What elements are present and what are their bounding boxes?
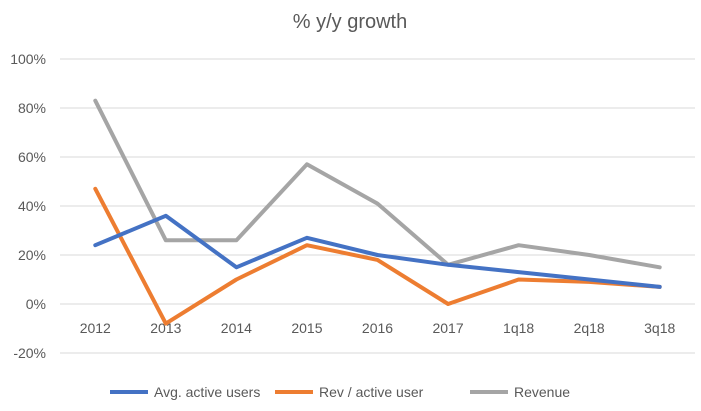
x-tick-label: 2017 [432, 320, 463, 336]
x-tick-label: 2016 [362, 320, 393, 336]
series-line-1 [93, 186, 662, 326]
x-tick-label: 3q18 [644, 320, 675, 336]
legend-label: Rev / active user [319, 384, 424, 400]
legend-item: Rev / active user [275, 384, 424, 400]
y-tick-label: -20% [13, 345, 46, 361]
legend-item: Revenue [470, 384, 570, 400]
series-lines [93, 98, 662, 326]
x-tick-label: 2013 [150, 320, 181, 336]
y-tick-label: 80% [18, 100, 46, 116]
y-tick-label: 0% [26, 296, 46, 312]
legend-item: Avg. active users [110, 384, 260, 400]
legend-label: Revenue [514, 384, 570, 400]
x-tick-label: 2014 [221, 320, 252, 336]
series-line-0 [93, 213, 662, 289]
legend: Avg. active users Rev / active user Revenu… [110, 384, 570, 400]
y-tick-label: 20% [18, 247, 46, 263]
legend-label: Avg. active users [154, 384, 260, 400]
x-tick-label: 2015 [291, 320, 322, 336]
y-tick-label: 100% [10, 51, 46, 67]
y-axis-ticks: -20% 0% 20% 40% 60% 80% 100% [10, 51, 46, 361]
chart-title: % y/y growth [293, 11, 407, 33]
x-tick-label: 1q18 [503, 320, 534, 336]
x-tick-label: 2q18 [574, 320, 605, 336]
y-tick-label: 40% [18, 198, 46, 214]
series-line-2 [93, 98, 662, 270]
x-tick-label: 2012 [80, 320, 111, 336]
x-axis-ticks: 2012 2013 2014 2015 2016 2017 1q18 2q18 3q18 [80, 320, 676, 336]
y-tick-label: 60% [18, 149, 46, 165]
